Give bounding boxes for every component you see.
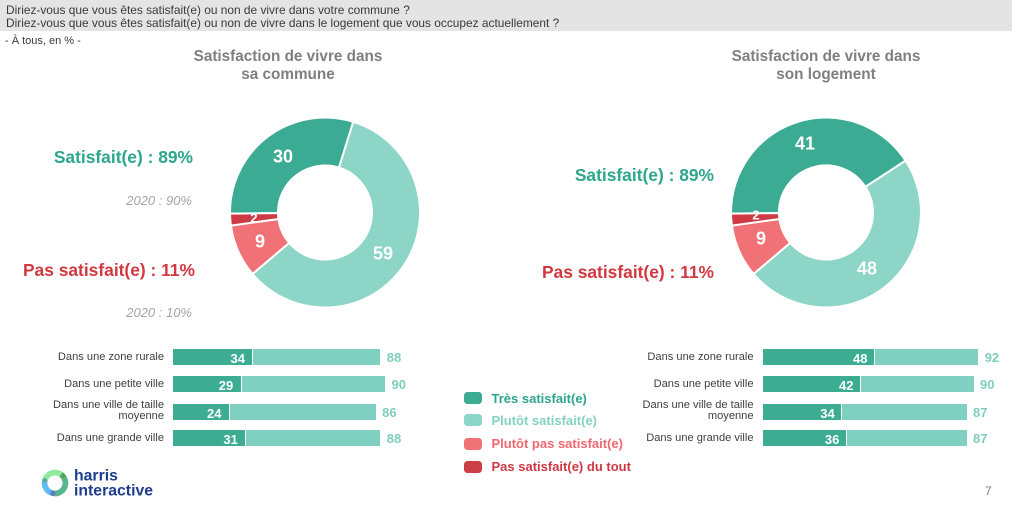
svg-text:harris: harris [74,468,118,485]
svg-text:interactive: interactive [74,483,153,500]
